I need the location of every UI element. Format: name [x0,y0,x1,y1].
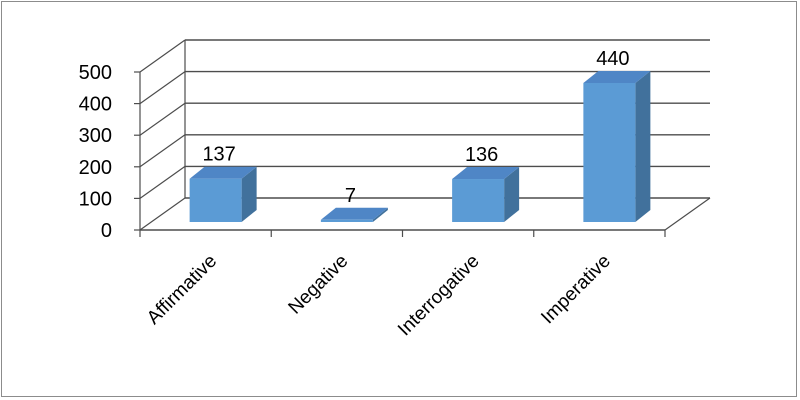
bar-side [635,70,651,223]
gridline-side [139,39,186,73]
chart-bars [189,70,651,223]
y-tick-label: 400 [79,94,112,116]
floor-right-edge [664,197,711,231]
bar-front [189,178,242,222]
bar-side [241,166,257,222]
x-category-label: Affirmative [143,251,221,329]
data-label: 136 [465,144,498,166]
y-tick-label: 500 [79,62,112,84]
bar-imperative [583,70,651,223]
bar-front [320,219,373,222]
bar-top [320,207,388,220]
gridline-side [139,165,186,199]
bar-side [504,167,520,222]
y-tick-label: 300 [79,125,112,147]
x-category-label: Interrogative [394,251,484,341]
bar-interrogative [452,167,520,222]
x-category-label: Negative [285,251,353,319]
data-labels: 137 7 136 440 [202,48,629,207]
bar-negative [320,207,388,222]
y-tick-label: 0 [101,220,112,242]
x-category-label: Imperative [537,251,615,329]
data-label: 7 [345,185,356,207]
y-tick-label: 100 [79,188,112,210]
data-label: 440 [596,48,629,70]
y-tick-label: 200 [79,157,112,179]
data-label: 137 [202,144,235,166]
y-axis-ticks: 0 100 200 300 400 500 [79,62,112,242]
gridline-side [139,197,186,231]
x-axis-labels: Affirmative Negative Interrogative Imperati… [143,251,615,341]
gridline-side [139,134,186,168]
bar-side [372,207,388,222]
bar-affirmative [189,166,257,222]
bar-top [452,167,520,180]
bar-top [583,70,651,83]
bar-front [452,179,505,222]
gridline-side [139,71,186,105]
bar-top [189,166,257,179]
bar-front [583,82,636,223]
gridline-side [139,102,186,136]
